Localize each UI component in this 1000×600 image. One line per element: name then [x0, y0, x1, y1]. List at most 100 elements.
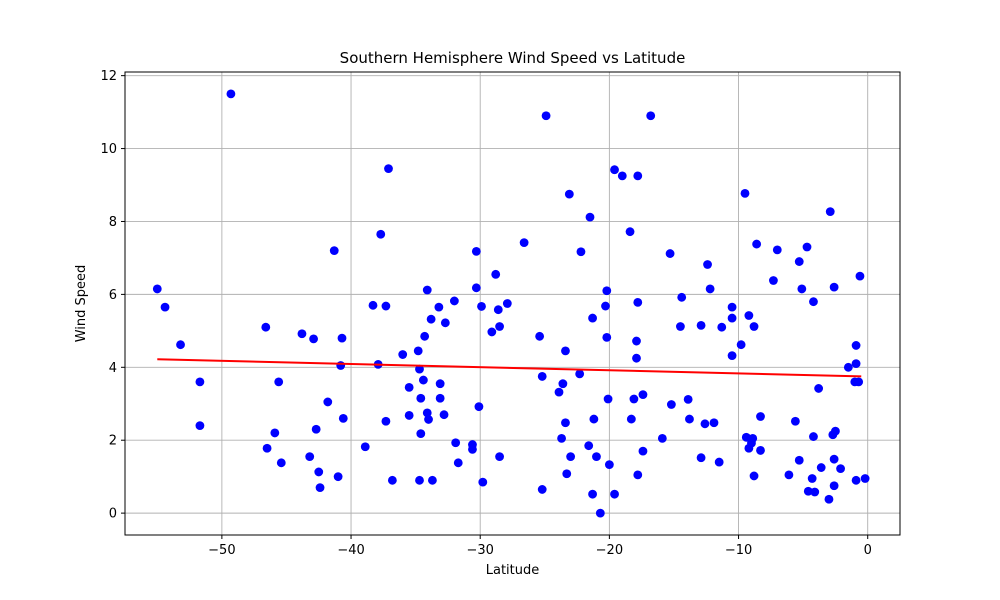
chart-title: Southern Hemisphere Wind Speed vs Latitu…	[340, 49, 686, 67]
data-point	[633, 171, 643, 181]
data-point	[851, 475, 861, 485]
data-point	[262, 443, 272, 453]
data-point	[744, 311, 754, 320]
data-point	[802, 242, 812, 252]
data-point	[422, 285, 432, 295]
data-point	[487, 327, 497, 337]
data-point	[696, 320, 706, 330]
data-point	[413, 346, 423, 356]
data-point	[404, 382, 414, 392]
data-point	[329, 246, 339, 256]
y-tick-label: 10	[100, 142, 117, 157]
data-point	[360, 442, 370, 452]
data-point	[749, 471, 759, 481]
data-point	[415, 475, 424, 485]
data-point	[824, 494, 834, 504]
data-point	[160, 302, 170, 312]
data-point	[851, 359, 861, 369]
data-point	[451, 438, 461, 448]
data-points	[152, 89, 870, 518]
data-point	[829, 454, 839, 464]
data-point	[803, 486, 813, 496]
data-point	[519, 238, 529, 248]
data-point	[794, 257, 804, 266]
data-point	[717, 322, 727, 332]
data-point	[537, 372, 547, 381]
data-point	[860, 474, 870, 483]
data-point	[836, 464, 845, 474]
data-point	[809, 432, 818, 441]
data-point	[152, 284, 162, 294]
data-point	[703, 260, 712, 269]
data-point	[633, 470, 643, 480]
data-point	[554, 387, 564, 397]
data-point	[740, 189, 750, 198]
data-point	[588, 313, 597, 323]
data-point	[829, 282, 839, 292]
data-point	[541, 111, 551, 121]
data-point	[807, 474, 817, 483]
y-tick-label: 0	[109, 507, 117, 522]
data-point	[420, 331, 430, 341]
data-point	[589, 414, 599, 424]
data-point	[535, 331, 545, 341]
data-point	[502, 299, 512, 308]
data-point	[398, 350, 408, 359]
x-tick-label: −50	[208, 543, 235, 558]
data-point	[418, 375, 428, 385]
data-point	[338, 413, 348, 423]
y-tick-label: 8	[109, 215, 117, 230]
data-point	[376, 229, 386, 239]
data-point	[602, 286, 612, 296]
data-point	[336, 361, 346, 370]
data-point	[632, 336, 641, 346]
data-point	[404, 411, 414, 420]
plot-area-frame	[124, 71, 901, 536]
data-point	[314, 467, 324, 477]
x-tick-label: −30	[466, 543, 493, 558]
data-point	[727, 351, 737, 361]
data-point	[416, 429, 426, 439]
data-point	[610, 165, 619, 175]
data-point	[657, 433, 667, 443]
data-point	[537, 485, 547, 494]
data-point	[493, 305, 503, 315]
data-point	[453, 458, 463, 468]
data-point	[468, 444, 477, 454]
data-point	[381, 301, 391, 311]
data-point	[810, 487, 820, 497]
data-point	[851, 341, 861, 350]
data-point	[610, 489, 619, 499]
data-point	[274, 377, 284, 387]
data-point	[477, 302, 486, 311]
data-point	[562, 469, 572, 479]
data-point	[576, 247, 586, 257]
data-point	[756, 446, 765, 455]
data-point	[564, 189, 574, 199]
data-point	[337, 333, 347, 343]
data-point	[195, 421, 205, 431]
data-point	[426, 314, 436, 324]
data-point	[471, 246, 481, 256]
data-point	[474, 402, 484, 412]
data-point	[709, 418, 719, 428]
data-point	[855, 271, 865, 281]
data-point	[646, 111, 656, 121]
data-point	[381, 416, 391, 426]
data-point	[676, 322, 685, 331]
data-point	[825, 207, 835, 217]
data-point	[416, 393, 426, 403]
x-tick-label: −10	[725, 543, 752, 558]
data-point	[449, 296, 459, 306]
data-point	[439, 410, 449, 420]
data-point	[270, 428, 280, 438]
data-point	[727, 313, 737, 323]
data-point	[756, 412, 765, 421]
data-point	[276, 458, 286, 468]
data-point	[816, 463, 826, 472]
data-point	[685, 414, 694, 424]
data-point	[829, 481, 839, 491]
data-point	[323, 397, 333, 407]
